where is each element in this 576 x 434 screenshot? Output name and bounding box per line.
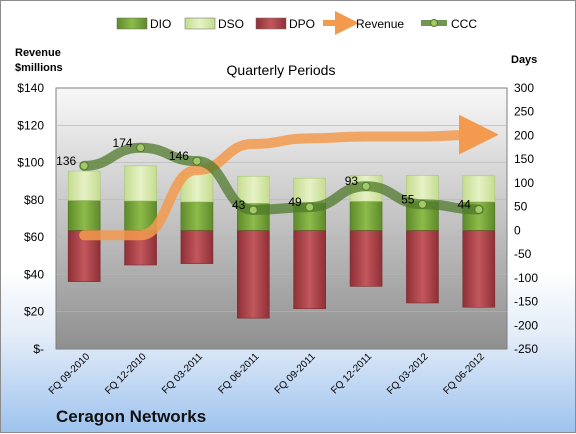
right-axis-title: Days: [511, 54, 537, 66]
x-tick-label: FQ 06-2012: [441, 351, 487, 397]
right-tick-label: -200: [514, 318, 538, 332]
bar-dso: [237, 175, 270, 204]
ccc-point: [192, 156, 202, 166]
right-tick-label: -50: [514, 247, 532, 261]
legend-swatch-ccc-dot: [430, 19, 438, 27]
x-tick-label: FQ 09-2011: [273, 351, 318, 396]
left-tick-label: $80: [24, 193, 44, 207]
bar-dso: [406, 175, 439, 202]
revenue-line: [79, 114, 499, 241]
right-tick-label: -100: [514, 271, 538, 285]
legend-swatch-dpo: [255, 17, 287, 30]
right-tick-label: 200: [514, 128, 534, 142]
right-tick-label: 250: [514, 105, 534, 119]
right-tick-label: -250: [514, 342, 538, 356]
x-tick-label: FQ 06-2011: [216, 351, 261, 396]
ccc-point: [136, 143, 146, 153]
left-tick-label: $120: [17, 118, 44, 132]
left-axis-title-unit: $millions: [15, 62, 63, 74]
ccc-point: [417, 199, 427, 209]
ccc-data-label: 174: [113, 136, 133, 150]
bar-dpo: [349, 230, 383, 287]
bar-dpo: [180, 230, 214, 264]
right-tick-label: 100: [514, 176, 534, 190]
right-tick-label: 50: [514, 200, 528, 214]
ccc-data-label: 93: [345, 174, 359, 188]
bar-dio: [67, 200, 101, 231]
ccc-point: [79, 161, 89, 171]
bar-dso: [462, 175, 496, 203]
x-tick-label: FQ 03-2012: [385, 351, 431, 397]
ccc-point: [248, 205, 258, 215]
bar-dpo: [293, 230, 326, 309]
ccc-data-label: 44: [457, 197, 471, 211]
legend-swatch-dio: [116, 17, 148, 30]
ccc-data-label: 136: [56, 154, 76, 168]
bar-dso: [67, 170, 101, 201]
bar-dio: [180, 201, 214, 231]
chart-title: Quarterly Periods: [227, 62, 336, 78]
x-tick-label: FQ 03-2011: [160, 351, 205, 396]
legend-label-revenue: Revenue: [356, 17, 404, 31]
plot-area: [55, 87, 508, 350]
ccc-point: [305, 202, 315, 212]
ccc-line: [79, 142, 484, 215]
bar-dso: [293, 177, 326, 204]
x-tick-label: FQ 12-2011: [329, 351, 374, 396]
legend-label-dpo: DPO: [289, 17, 315, 31]
ccc-data-label: 43: [232, 198, 246, 212]
left-tick-label: $100: [17, 156, 44, 170]
right-tick-label: 0: [514, 223, 521, 237]
right-tick-label: 150: [514, 152, 534, 166]
left-tick-label: $20: [24, 305, 44, 319]
right-tick-label: 300: [514, 81, 534, 95]
left-tick-label: $-: [33, 342, 44, 356]
company-name: Ceragon Networks: [56, 407, 206, 426]
ccc-point: [361, 181, 371, 191]
legend-label-dso: DSO: [218, 17, 244, 31]
legend: DIO DSO DPO Revenue CCC: [116, 11, 477, 35]
left-tick-label: $60: [24, 230, 44, 244]
ccc-data-label: 55: [401, 192, 415, 206]
legend-swatch-dso: [184, 17, 216, 30]
ccc-point: [474, 204, 484, 214]
bar-dpo: [237, 230, 270, 319]
left-tick-label: $140: [17, 81, 44, 95]
ccc-data-label: 146: [169, 149, 189, 163]
left-axis-title: Revenue: [15, 47, 61, 59]
bar-dpo: [406, 230, 439, 304]
x-tick-label: FQ 12-2010: [103, 351, 149, 397]
bar-dpo: [462, 230, 496, 308]
right-tick-label: -150: [514, 295, 538, 309]
bar-dso: [124, 165, 157, 202]
legend-label-dio: DIO: [150, 17, 171, 31]
bar-dio: [349, 201, 383, 231]
x-tick-label: FQ 09-2010: [47, 351, 93, 397]
left-tick-label: $40: [24, 267, 44, 281]
ccc-data-label: 49: [288, 195, 302, 209]
legend-label-ccc: CCC: [451, 17, 477, 31]
